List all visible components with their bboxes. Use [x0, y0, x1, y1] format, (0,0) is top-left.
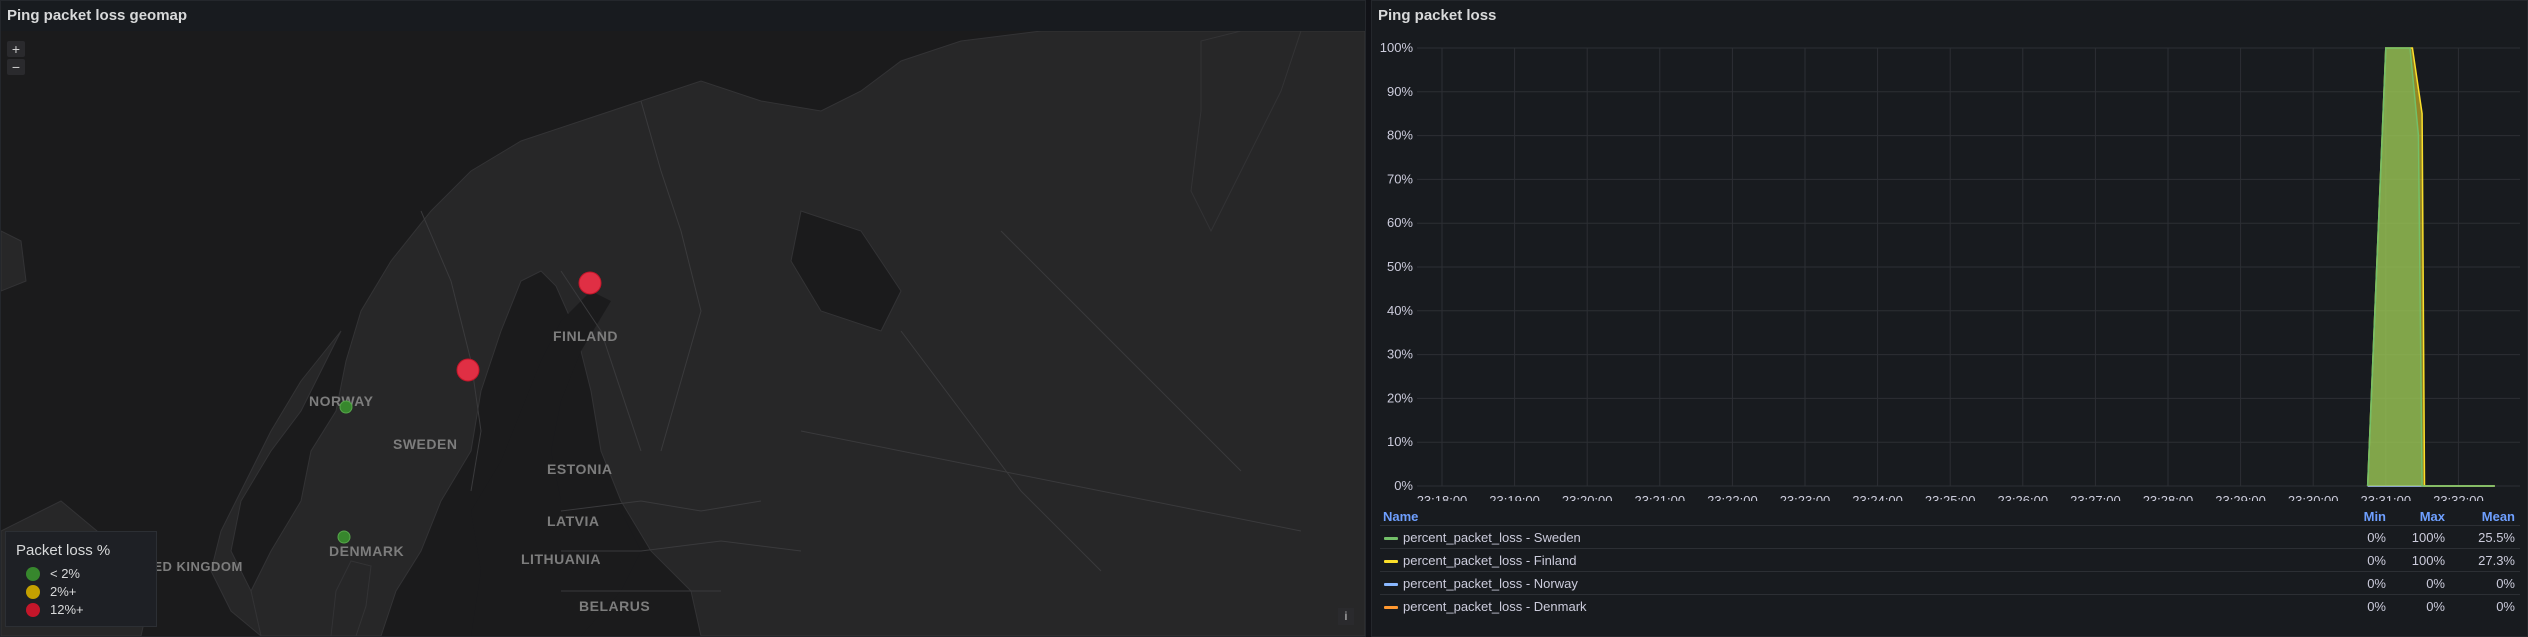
map-label-finland: FINLAND: [553, 328, 618, 344]
geomap-panel-title[interactable]: Ping packet loss geomap: [7, 7, 188, 24]
map-label-latvia: LATVIA: [547, 513, 600, 529]
y-tick-label: 40%: [1387, 303, 1413, 318]
legend-dot-icon: [26, 603, 40, 617]
map-label-denmark: DENMARK: [329, 543, 404, 559]
y-tick-label: 70%: [1387, 171, 1413, 186]
timeseries-panel-title[interactable]: Ping packet loss: [1378, 7, 1497, 24]
series-area-sweden: [2367, 48, 2495, 486]
zoom-out-button[interactable]: −: [7, 59, 25, 75]
zoom-in-button[interactable]: +: [7, 41, 25, 57]
map-marker-norway[interactable]: [339, 400, 353, 414]
map-marker-finland[interactable]: [578, 271, 602, 295]
map-label-sweden: SWEDEN: [393, 436, 457, 452]
map-marker-sweden[interactable]: [456, 358, 480, 382]
map-legend-title: Packet loss %: [16, 542, 111, 559]
y-tick-label: 0%: [1394, 478, 1413, 493]
x-tick-label: 23:29:00: [2215, 493, 2266, 501]
map-info-button[interactable]: i: [1338, 608, 1354, 625]
x-tick-label: 23:19:00: [1489, 493, 1540, 501]
legend-header-min[interactable]: Min: [2363, 509, 2386, 524]
x-tick-label: 23:32:00: [2433, 493, 2484, 501]
map-label-belarus: BELARUS: [579, 598, 650, 614]
geomap-canvas[interactable]: FINLAND NORWAY SWEDEN ESTONIA LATVIA LIT…: [1, 31, 1365, 636]
timeseries-panel: Ping packet loss 0% 10% 20% 30% 40% 50% 60% 70%…: [1371, 0, 2528, 637]
x-tick-label: 23:27:00: [2070, 493, 2121, 501]
legend-row-sweden[interactable]: percent_packet_loss - Sweden 0% 100% 25.…: [1380, 525, 2520, 549]
map-marker-denmark[interactable]: [337, 530, 351, 544]
y-tick-label: 100%: [1380, 40, 1414, 55]
geomap-panel: Ping packet loss geomap: [0, 0, 1366, 637]
map-label-estonia: ESTONIA: [547, 461, 612, 477]
y-tick-label: 30%: [1387, 347, 1413, 362]
x-tick-label: 23:22:00: [1707, 493, 1758, 501]
y-tick-label: 20%: [1387, 390, 1413, 405]
map-label-lithuania: LITHUANIA: [521, 551, 601, 567]
x-tick-label: 23:18:00: [1417, 493, 1468, 501]
series-color-swatch: [1384, 537, 1398, 540]
y-tick-label: 50%: [1387, 259, 1413, 274]
x-tick-label: 23:24:00: [1852, 493, 1903, 501]
legend-row-finland[interactable]: percent_packet_loss - Finland 0% 100% 27…: [1380, 548, 2520, 572]
legend-dot-icon: [26, 585, 40, 599]
series-color-swatch: [1384, 606, 1398, 609]
timeseries-chart[interactable]: 0% 10% 20% 30% 40% 50% 60% 70% 80% 90% 100% 23:18:…: [1372, 1, 2527, 501]
series-color-swatch: [1384, 560, 1398, 563]
map-basemap: FINLAND NORWAY SWEDEN ESTONIA LATVIA LIT…: [1, 31, 1365, 636]
series-color-swatch: [1384, 583, 1398, 586]
map-legend: Packet loss % < 2% 2%+ 12%+: [5, 531, 157, 627]
y-tick-label: 80%: [1387, 128, 1413, 143]
x-tick-label: 23:21:00: [1634, 493, 1685, 501]
x-tick-label: 23:30:00: [2288, 493, 2339, 501]
map-label-norway: NORWAY: [309, 393, 374, 409]
series-line-sweden[interactable]: [2366, 47, 2495, 487]
y-tick-label: 10%: [1387, 434, 1413, 449]
x-tick-label: 23:20:00: [1562, 493, 1613, 501]
x-tick-label: 23:28:00: [2143, 493, 2194, 501]
x-tick-label: 23:31:00: [2360, 493, 2411, 501]
legend-row-norway[interactable]: percent_packet_loss - Norway 0% 0% 0%: [1380, 571, 2520, 595]
x-tick-label: 23:23:00: [1780, 493, 1831, 501]
legend-header-max[interactable]: Max: [2419, 509, 2445, 524]
legend-header-mean[interactable]: Mean: [2481, 509, 2515, 524]
legend-row-denmark[interactable]: percent_packet_loss - Denmark 0% 0% 0%: [1380, 594, 2520, 618]
x-tick-label: 23:25:00: [1925, 493, 1976, 501]
y-tick-label: 90%: [1387, 84, 1413, 99]
x-tick-label: 23:26:00: [1997, 493, 2048, 501]
y-tick-label: 60%: [1387, 215, 1413, 230]
legend-header-name[interactable]: Name: [1383, 509, 1419, 524]
legend-dot-icon: [26, 567, 40, 581]
